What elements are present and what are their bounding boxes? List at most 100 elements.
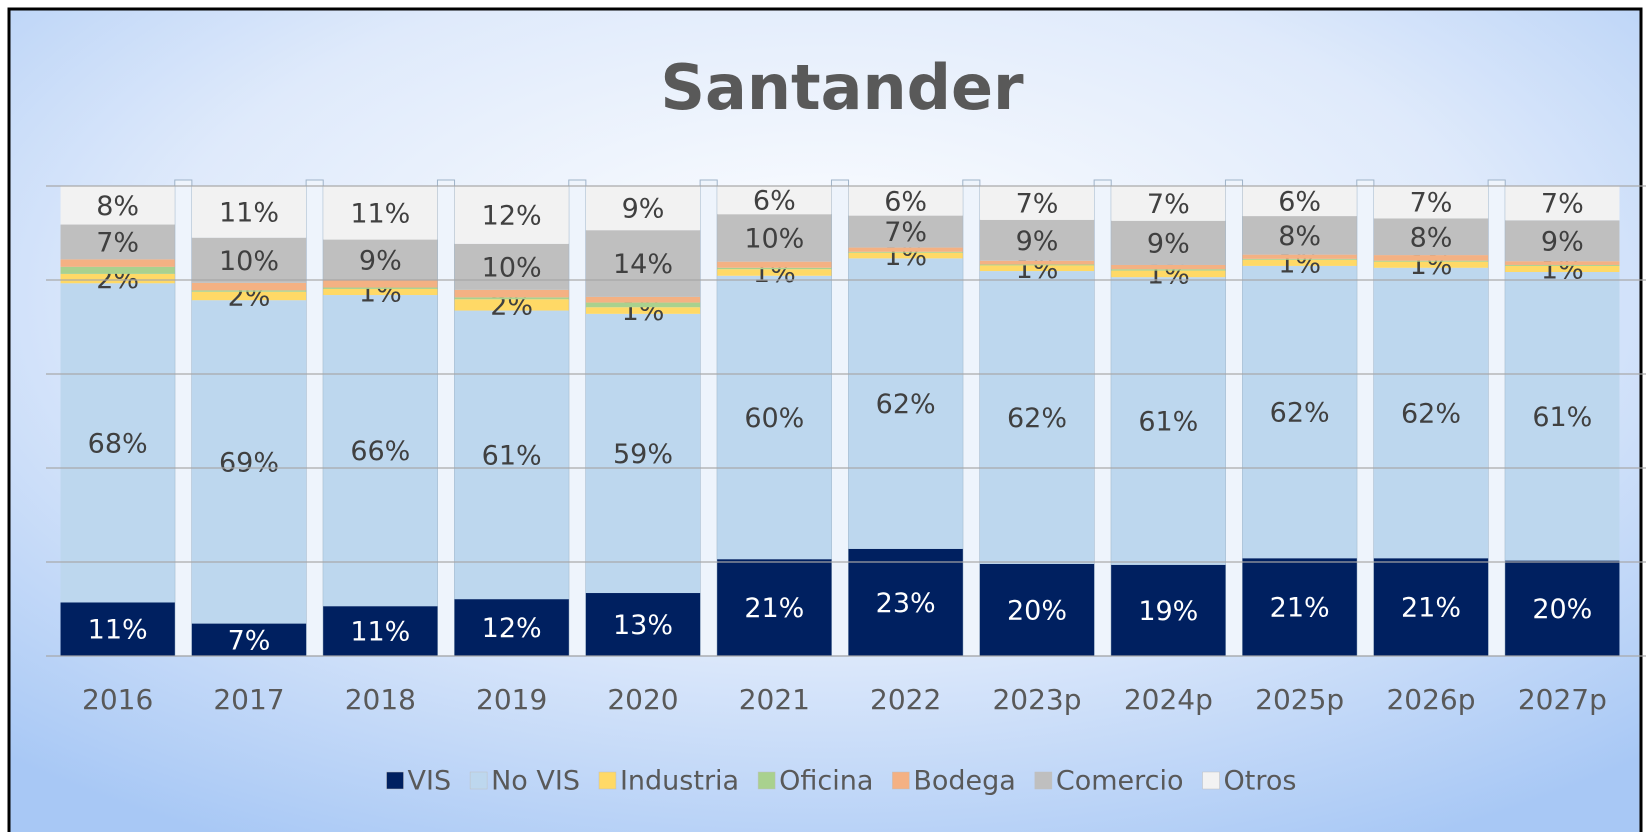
- data-label: 11%: [219, 197, 279, 228]
- bar-segment: [1373, 218, 1489, 256]
- x-tick-label: 2016: [82, 683, 153, 716]
- data-label: 6%: [1278, 187, 1321, 218]
- bar-segment: [717, 261, 832, 268]
- data-label: 10%: [482, 252, 542, 283]
- bar-segment: [454, 297, 569, 300]
- bar-segment: [1111, 220, 1226, 265]
- x-tick-label: 2021: [739, 683, 810, 716]
- bar-segment: [191, 291, 307, 301]
- bar-segment: [1373, 261, 1489, 268]
- bar-segment: [191, 290, 307, 292]
- x-tick-label: 2025p: [1255, 683, 1344, 716]
- data-label: 12%: [482, 613, 542, 644]
- bar-segment: [1111, 277, 1226, 565]
- legend-swatch: [386, 771, 404, 790]
- bar-segment: [323, 280, 438, 288]
- bar-segment: [848, 186, 963, 216]
- data-label: 9%: [622, 194, 665, 225]
- bar-segment: [1242, 186, 1357, 217]
- legend-swatch: [892, 771, 910, 790]
- legend-label: Otros: [1224, 766, 1297, 797]
- bar-segment: [717, 559, 832, 656]
- bar-segment: [585, 593, 701, 656]
- data-label: 9%: [1147, 228, 1190, 259]
- data-label: 69%: [219, 447, 279, 478]
- data-label: 7%: [96, 227, 139, 258]
- data-label: 62%: [1401, 399, 1461, 430]
- legend-swatch: [1202, 771, 1220, 790]
- data-label: 19%: [1138, 596, 1198, 627]
- bar-segment: [848, 251, 963, 253]
- bar-segment: [191, 186, 307, 238]
- bar-segment: [979, 219, 1095, 261]
- band-gap: [568, 179, 587, 657]
- band-gap: [1224, 179, 1244, 657]
- bar-segment: [454, 289, 569, 298]
- data-label: 21%: [1270, 593, 1330, 624]
- data-label: 14%: [613, 249, 673, 280]
- bar-segment: [717, 269, 832, 276]
- bar-segment: [979, 186, 1095, 220]
- bar-segment: [1373, 255, 1489, 261]
- bar-segment: [717, 267, 832, 270]
- data-label: 7%: [1541, 189, 1584, 220]
- data-label: 9%: [359, 245, 402, 276]
- bar-segment: [323, 606, 438, 656]
- data-label: 61%: [1532, 402, 1592, 433]
- data-label: 7%: [228, 625, 271, 656]
- x-tick-label: 2027p: [1518, 683, 1607, 716]
- bar-segment: [60, 283, 175, 603]
- data-label: 8%: [1278, 221, 1321, 252]
- data-label: 8%: [96, 191, 139, 222]
- data-label: 11%: [350, 617, 410, 648]
- bar-segment: [979, 563, 1095, 656]
- bar-segment: [979, 260, 1095, 265]
- data-label: 59%: [613, 439, 673, 470]
- data-label: 7%: [1016, 188, 1059, 219]
- bar-segment: [191, 623, 307, 656]
- bar-segment: [979, 264, 1095, 266]
- data-label: 61%: [1138, 407, 1198, 438]
- bar-segment: [1111, 186, 1226, 221]
- legend-swatch: [469, 771, 488, 790]
- bar-segment: [323, 287, 438, 289]
- data-label: 23%: [876, 588, 936, 619]
- band-gap: [174, 179, 193, 657]
- band-gap: [962, 179, 981, 657]
- bar-segment: [1505, 220, 1620, 262]
- bar-segment: [454, 310, 569, 600]
- data-label: 10%: [744, 223, 804, 254]
- bar-segment: [848, 215, 963, 248]
- bar-segment: [979, 265, 1095, 272]
- data-label: 9%: [1541, 226, 1584, 257]
- data-label: 13%: [613, 610, 673, 641]
- bar-segment: [454, 599, 569, 656]
- band-gap: [305, 179, 324, 657]
- bar-segment: [60, 273, 175, 284]
- bar-segment: [848, 247, 963, 252]
- legend-label: Oficina: [779, 766, 873, 797]
- bar-segment: [717, 214, 832, 262]
- bar-segment: [585, 313, 701, 594]
- bar-segment: [1505, 264, 1620, 266]
- bar-segment: [1373, 186, 1489, 219]
- bar-segment: [1111, 270, 1226, 278]
- legend-swatch: [1034, 771, 1053, 790]
- legend-swatch: [598, 771, 617, 790]
- band-gap: [830, 179, 850, 657]
- legend-label: Comercio: [1056, 766, 1184, 797]
- bar-segment: [585, 296, 701, 303]
- bar-segment: [1242, 259, 1357, 266]
- bar-segment: [323, 295, 438, 607]
- data-label: 11%: [350, 198, 410, 229]
- legend-label: Industria: [620, 766, 739, 797]
- bar-segment: [848, 548, 963, 656]
- bar-segment: [585, 307, 701, 314]
- data-label: 6%: [753, 186, 796, 217]
- legend-label: VIS: [408, 766, 452, 797]
- bar-segment: [60, 186, 175, 225]
- bar-segment: [454, 243, 569, 290]
- x-tick-label: 2019: [476, 683, 547, 716]
- bar-segment: [1373, 558, 1489, 656]
- bar-segment: [191, 300, 307, 624]
